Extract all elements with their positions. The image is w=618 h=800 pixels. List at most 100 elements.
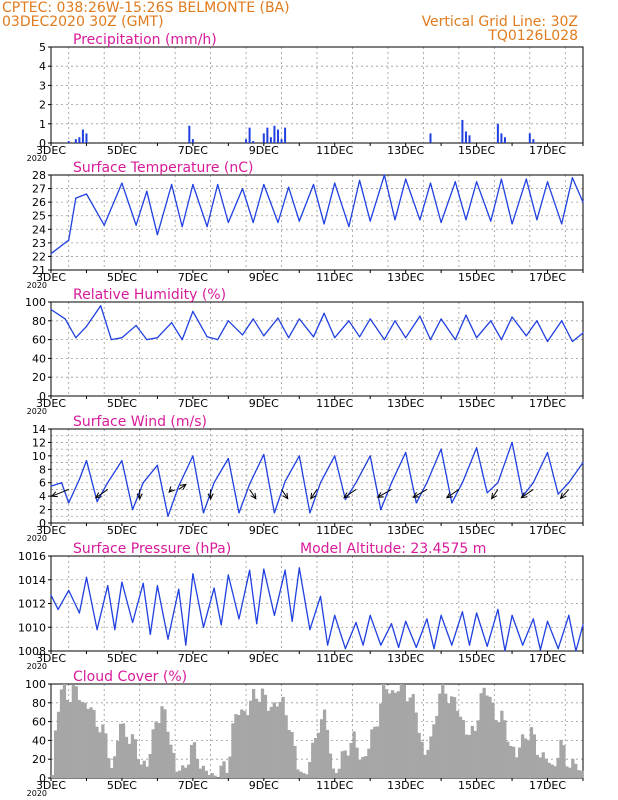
y-tick-label: 2 (39, 99, 46, 112)
cloud-bar (186, 764, 191, 778)
data-point (277, 317, 279, 319)
data-point (394, 320, 396, 322)
cloud-bar (237, 714, 241, 778)
cloud-bar (175, 771, 179, 778)
data-point (273, 614, 276, 616)
cloud-bar (53, 730, 58, 778)
wind-arrow (249, 489, 257, 500)
wind-arrow (168, 486, 175, 493)
cloud-bar (337, 768, 341, 778)
data-point (525, 178, 527, 180)
plot-frame (50, 46, 584, 144)
cloud-bar (476, 720, 480, 778)
wind-arrow-head (491, 492, 498, 500)
cloud-bar (222, 761, 226, 778)
chart-rh: 0 20 40 60 80 100 3DEC 5DEC 7DEC 9DEC 11DEC 13DEC 15… (25, 287, 584, 416)
cloud-bar (124, 736, 129, 778)
data-point (557, 648, 559, 650)
data-point (415, 502, 417, 504)
cloud-bar (219, 765, 223, 778)
cloud-bar (417, 732, 421, 778)
data-point (213, 482, 215, 484)
y-tick-label: 0 (39, 772, 46, 785)
cloud-bar (426, 749, 430, 778)
x-tick-label: 5DEC (107, 144, 137, 157)
precip-bar (252, 141, 255, 143)
x-tick-label: 11DEC (316, 271, 353, 284)
precip-bar (81, 129, 84, 143)
cloud-bar (479, 693, 483, 778)
wind-arrow-head (207, 493, 214, 501)
cloud-bar (101, 724, 105, 778)
cloud-bar (580, 770, 584, 778)
data-point (156, 337, 158, 339)
precip-bar (248, 127, 251, 143)
cloud-bar (163, 709, 167, 778)
y-tick-label: 22 (32, 250, 46, 263)
cloud-bar (166, 731, 170, 778)
cloud-bar (500, 710, 504, 778)
data-point (121, 182, 123, 184)
x-tick-label: 9DEC (249, 271, 279, 284)
data-point (103, 224, 105, 226)
cloud-bar (86, 708, 90, 778)
data-point (249, 483, 251, 485)
data-point (440, 318, 442, 320)
data-point (185, 644, 187, 646)
data-point (511, 441, 513, 444)
cloud-bar (402, 684, 406, 778)
data-point (454, 339, 456, 341)
data-point (284, 569, 286, 571)
data-point (525, 335, 527, 337)
data-point (298, 567, 300, 569)
precip-bar (500, 133, 503, 143)
wind-arrow-shaft (178, 484, 187, 490)
data-point (405, 620, 407, 622)
y-tick-label: 0 (39, 390, 46, 403)
wind-arrow (343, 489, 357, 499)
cloud-bar (172, 752, 176, 778)
data-point (369, 318, 371, 320)
cloud-bar (452, 697, 457, 778)
precip-bar (191, 139, 194, 143)
cloud-bar (322, 709, 327, 778)
cloud-bar (160, 706, 164, 778)
data-point (429, 339, 432, 341)
chart-title: Cloud Cover (%) (73, 669, 187, 685)
cloud-bar (148, 753, 152, 778)
cloud-bar (325, 729, 330, 778)
wind-arrow (310, 489, 318, 500)
cloud-bar (384, 689, 389, 778)
data-point (252, 318, 254, 320)
cloud-bar (396, 691, 401, 778)
data-point (192, 310, 194, 312)
cloud-bar (317, 732, 321, 778)
wind-arrow-shaft (491, 489, 499, 499)
cloud-bar (231, 723, 235, 778)
data-point (348, 320, 350, 322)
data-point (497, 608, 499, 611)
cloud-bar (364, 756, 368, 778)
cloud-bar (243, 711, 247, 778)
data-point (511, 316, 513, 318)
cloud-bar (482, 687, 486, 778)
series-line (50, 567, 584, 652)
cloud-bar (571, 758, 575, 778)
data-point (415, 646, 417, 649)
chart-pres: 1008 1010 1012 1014 1016 3DEC 5DEC 7DEC 9DEC 11DE… (18, 541, 584, 671)
data-point (500, 178, 503, 180)
data-point (252, 221, 254, 224)
data-point (238, 618, 240, 620)
cloud-bar (556, 757, 560, 778)
cloud-bar (450, 696, 454, 778)
cloud-bar (107, 758, 111, 778)
x-tick-label: 5DEC (107, 779, 137, 792)
cloud-bar (169, 744, 173, 778)
data-point (362, 644, 364, 646)
cloud-bar (411, 694, 415, 778)
x-tick-label: 15DEC (458, 524, 495, 537)
data-point (146, 190, 148, 192)
cloud-bar (568, 767, 572, 778)
data-point (298, 318, 300, 320)
